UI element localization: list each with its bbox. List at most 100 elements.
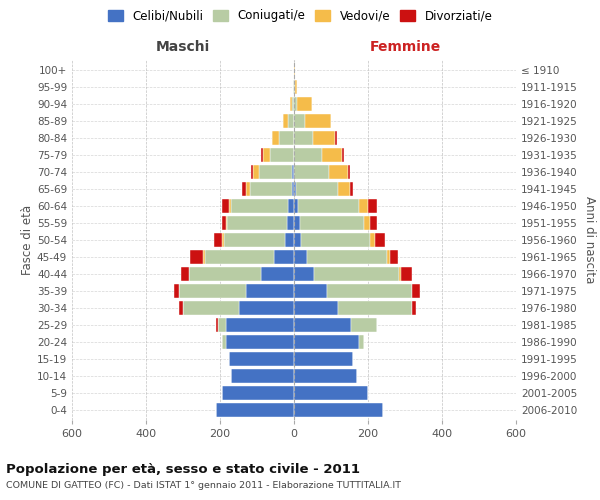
- Bar: [298, 199, 359, 213]
- Bar: [294, 199, 298, 213]
- Bar: [293, 80, 294, 94]
- Bar: [292, 97, 294, 111]
- Bar: [294, 318, 352, 332]
- Text: COMUNE DI GATTEO (FC) - Dati ISTAT 1° gennaio 2011 - Elaborazione TUTTITALIA.IT: COMUNE DI GATTEO (FC) - Dati ISTAT 1° ge…: [6, 481, 401, 490]
- Bar: [294, 403, 383, 417]
- Bar: [214, 233, 222, 247]
- Bar: [294, 352, 353, 366]
- Text: Femmine: Femmine: [370, 40, 440, 54]
- Bar: [370, 233, 376, 247]
- Bar: [222, 216, 226, 230]
- Bar: [292, 182, 294, 196]
- Bar: [231, 369, 294, 383]
- Bar: [181, 267, 188, 281]
- Bar: [260, 148, 263, 162]
- Bar: [226, 318, 294, 332]
- Bar: [370, 216, 377, 230]
- Bar: [222, 335, 226, 349]
- Y-axis label: Fasce di età: Fasce di età: [21, 205, 34, 275]
- Bar: [246, 284, 294, 298]
- Bar: [294, 250, 307, 264]
- Bar: [294, 63, 295, 77]
- Bar: [299, 216, 364, 230]
- Bar: [259, 165, 292, 179]
- Bar: [251, 165, 253, 179]
- Bar: [231, 199, 289, 213]
- Bar: [242, 182, 246, 196]
- Bar: [229, 352, 294, 366]
- Bar: [307, 250, 386, 264]
- Bar: [294, 216, 299, 230]
- Bar: [305, 114, 331, 128]
- Bar: [338, 301, 412, 315]
- Bar: [368, 199, 377, 213]
- Bar: [338, 182, 349, 196]
- Y-axis label: Anni di nascita: Anni di nascita: [583, 196, 596, 284]
- Bar: [376, 233, 385, 247]
- Bar: [246, 182, 250, 196]
- Bar: [285, 233, 294, 247]
- Bar: [239, 301, 294, 315]
- Bar: [229, 199, 231, 213]
- Bar: [294, 301, 338, 315]
- Bar: [294, 148, 322, 162]
- Bar: [359, 335, 364, 349]
- Bar: [216, 403, 294, 417]
- Bar: [294, 131, 313, 145]
- Bar: [364, 216, 370, 230]
- Bar: [294, 233, 301, 247]
- Bar: [294, 80, 295, 94]
- Bar: [296, 182, 338, 196]
- Bar: [342, 148, 344, 162]
- Bar: [279, 131, 294, 145]
- Bar: [294, 386, 368, 400]
- Bar: [226, 216, 227, 230]
- Bar: [222, 199, 229, 213]
- Bar: [205, 250, 274, 264]
- Bar: [226, 335, 294, 349]
- Bar: [263, 148, 270, 162]
- Bar: [335, 131, 337, 145]
- Bar: [289, 114, 294, 128]
- Bar: [328, 284, 412, 298]
- Bar: [386, 250, 390, 264]
- Bar: [190, 250, 203, 264]
- Bar: [270, 148, 294, 162]
- Bar: [294, 335, 359, 349]
- Text: Popolazione per età, sesso e stato civile - 2011: Popolazione per età, sesso e stato civil…: [6, 462, 360, 475]
- Bar: [359, 199, 368, 213]
- Bar: [253, 165, 259, 179]
- Bar: [301, 233, 370, 247]
- Bar: [272, 131, 279, 145]
- Bar: [294, 114, 305, 128]
- Bar: [352, 318, 377, 332]
- Legend: Celibi/Nubili, Coniugati/e, Vedovi/e, Divorziati/e: Celibi/Nubili, Coniugati/e, Vedovi/e, Di…: [104, 6, 496, 26]
- Bar: [412, 284, 420, 298]
- Bar: [329, 165, 347, 179]
- Bar: [401, 267, 412, 281]
- Bar: [260, 267, 294, 281]
- Bar: [314, 267, 400, 281]
- Bar: [222, 386, 294, 400]
- Bar: [349, 182, 353, 196]
- Bar: [224, 233, 285, 247]
- Bar: [188, 267, 260, 281]
- Bar: [218, 318, 226, 332]
- Bar: [294, 267, 314, 281]
- Bar: [250, 182, 292, 196]
- Bar: [179, 301, 183, 315]
- Bar: [274, 250, 294, 264]
- Text: Maschi: Maschi: [156, 40, 210, 54]
- Bar: [183, 301, 239, 315]
- Bar: [227, 216, 287, 230]
- Bar: [294, 369, 357, 383]
- Bar: [290, 97, 292, 111]
- Bar: [295, 80, 296, 94]
- Bar: [222, 233, 224, 247]
- Bar: [294, 182, 296, 196]
- Bar: [294, 165, 329, 179]
- Bar: [174, 284, 179, 298]
- Bar: [400, 267, 401, 281]
- Bar: [347, 165, 349, 179]
- Bar: [179, 284, 246, 298]
